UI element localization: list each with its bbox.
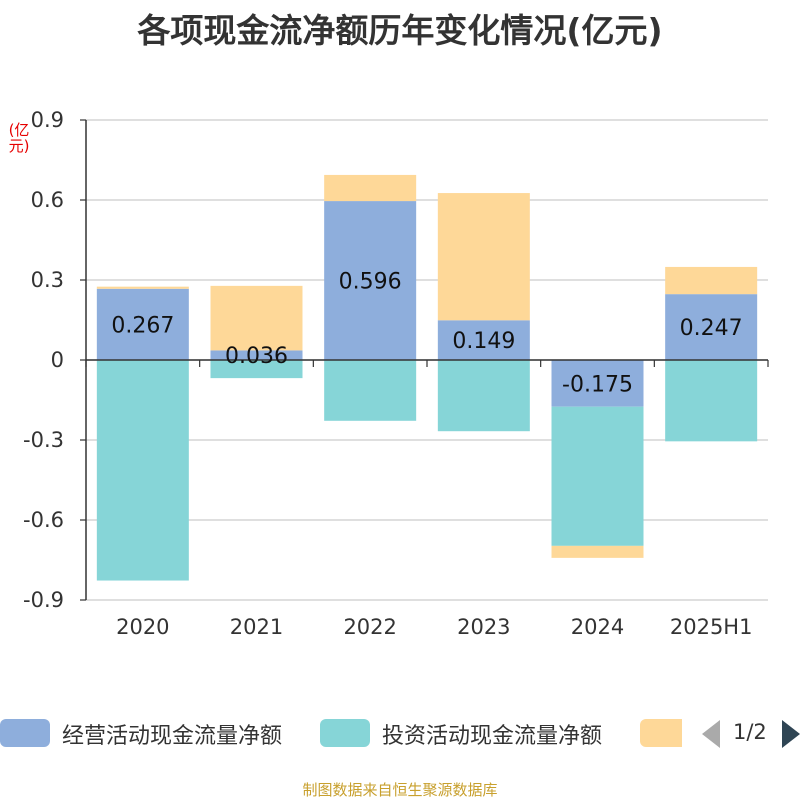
chart-title: 各项现金流净额历年变化情况(亿元) — [137, 11, 663, 50]
y-axis-label: (亿元) — [8, 121, 30, 155]
legend-swatch-operating — [0, 719, 50, 747]
y-tick-label: 0.9 — [31, 108, 64, 132]
data-label-2022: 0.596 — [339, 270, 402, 295]
y-tick-label: 0.3 — [31, 268, 64, 292]
bar-2024-series-1[interactable] — [551, 406, 644, 546]
bar-2025H1-series-2[interactable] — [665, 266, 758, 295]
y-tick-label: 0.6 — [31, 188, 64, 212]
bar-2022-series-0[interactable] — [324, 201, 417, 360]
bar-2022-series-1[interactable] — [324, 360, 417, 421]
legend-next-page-icon[interactable] — [782, 720, 800, 748]
legend-swatch-third — [640, 719, 682, 747]
legend-prev-page-icon[interactable] — [702, 720, 720, 748]
data-label-2024: -0.175 — [562, 372, 633, 397]
bar-2024-series-2[interactable] — [551, 545, 644, 558]
bar-2020-series-1[interactable] — [96, 360, 189, 581]
chart-area: 0.9 0.6 0.3 0 -0.3 -0.6 -0.9 2020 2021 2022 2023 20… — [23, 108, 769, 639]
x-tick-label-2024: 2024 — [571, 615, 624, 639]
source-note: 制图数据来自恒生聚源数据库 — [302, 781, 498, 799]
bar-2020-series-0[interactable] — [96, 288, 189, 360]
bar-2024-series-0[interactable] — [551, 360, 644, 407]
bar-labels: 0.267 0.036 0.596 0.149 -0.175 0.247 — [111, 270, 742, 398]
y-tick-label: -0.3 — [23, 428, 64, 452]
bar-2022-series-2[interactable] — [324, 174, 417, 202]
axes: 0.9 0.6 0.3 0 -0.3 -0.6 -0.9 2020 2021 2022 2023 20… — [23, 108, 769, 639]
bar-2025H1-series-0[interactable] — [665, 294, 758, 360]
x-tick-label-2023: 2023 — [457, 615, 510, 639]
legend-label-operating: 经营活动现金流量净额 — [62, 724, 283, 749]
bar-2021-series-1[interactable] — [210, 360, 303, 379]
data-label-2020: 0.267 — [111, 313, 174, 338]
data-label-2021: 0.036 — [225, 344, 288, 369]
y-tick-label: 0 — [51, 348, 64, 372]
x-tick-label-2021: 2021 — [230, 615, 283, 639]
data-label-2023: 0.149 — [452, 329, 515, 354]
bars — [96, 174, 758, 581]
x-tick-label-2020: 2020 — [116, 615, 169, 639]
legend-swatch-investing — [320, 719, 370, 747]
data-label-2025H1: 0.247 — [680, 316, 743, 341]
bar-2020-series-2[interactable] — [96, 286, 189, 289]
legend: 经营活动现金流量净额 投资活动现金流量净额 1/2 — [0, 716, 800, 752]
bar-2023-series-0[interactable] — [437, 320, 530, 360]
bar-2023-series-1[interactable] — [437, 360, 530, 432]
bar-2021-series-0[interactable] — [210, 350, 303, 360]
y-tick-label: -0.6 — [23, 508, 64, 532]
x-tick-label-2025H1: 2025H1 — [670, 615, 753, 639]
bar-2023-series-2[interactable] — [437, 193, 530, 321]
x-tick-label-2022: 2022 — [343, 615, 396, 639]
legend-page-indicator: 1/2 — [733, 720, 767, 744]
y-tick-label: -0.9 — [23, 588, 64, 612]
bar-2021-series-2[interactable] — [210, 285, 303, 351]
legend-label-investing: 投资活动现金流量净额 — [382, 724, 603, 749]
bar-2025H1-series-1[interactable] — [665, 360, 758, 442]
